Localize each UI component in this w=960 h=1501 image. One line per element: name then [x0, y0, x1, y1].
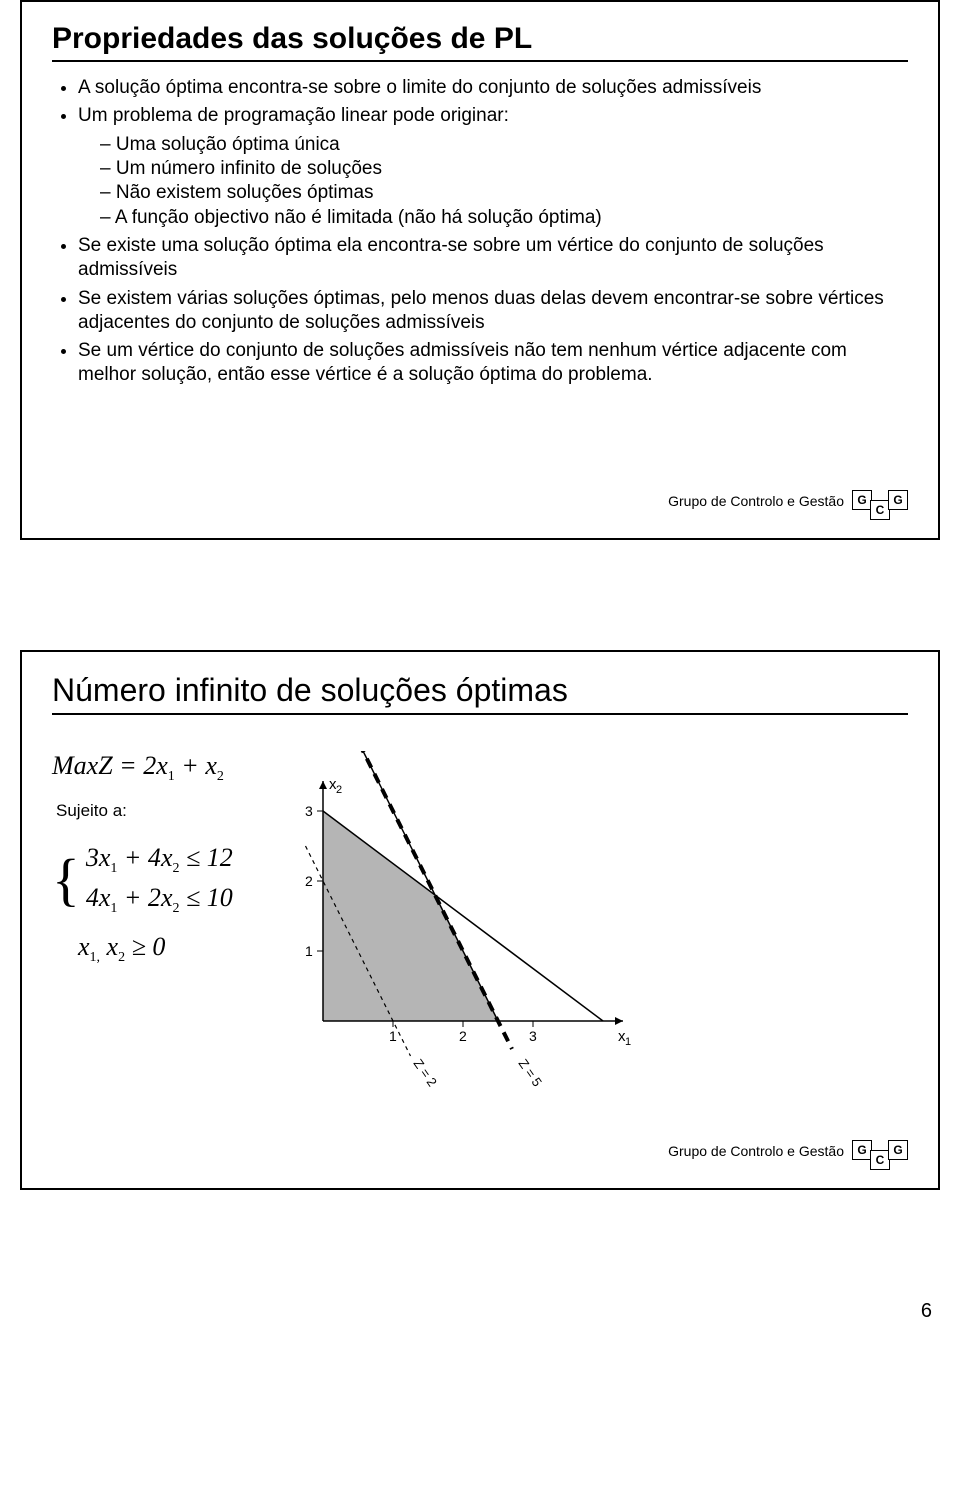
lp-chart: 123 123 x 1 x 2 Z = 2 Z = 5 [273, 751, 653, 1091]
bullet: A solução óptima encontra-se sobre o lim… [78, 76, 908, 100]
slide-propriedades: Propriedades das soluções de PL A soluçã… [20, 0, 940, 540]
sub-bullet: Uma solução óptima única [100, 133, 908, 157]
title-rule [52, 60, 908, 62]
gcg-logo: G C G [852, 1140, 908, 1174]
svg-text:3: 3 [305, 803, 313, 819]
nonneg: x1, x2 ≥ 0 [78, 932, 233, 966]
slide-infinito: Número infinito de soluções óptimas MaxZ… [20, 650, 940, 1190]
gcg-logo: G C G [852, 490, 908, 524]
slide1-bullets: A solução óptima encontra-se sobre o lim… [52, 76, 908, 388]
title-rule [52, 713, 908, 715]
slide1-title: Propriedades das soluções de PL [52, 22, 908, 56]
slide2-title: Número infinito de soluções óptimas [52, 672, 908, 709]
constraint-1: 3x1 + 4x2 ≤ 12 [86, 843, 233, 877]
objective-fn: MaxZ = 2x1 + x2 [52, 751, 233, 785]
svg-text:2: 2 [305, 873, 313, 889]
sub-bullet: A função objectivo não é limitada (não h… [100, 206, 908, 230]
constraint-2: 4x1 + 2x2 ≤ 10 [86, 883, 233, 917]
chart-column: 123 123 x 1 x 2 Z = 2 Z = 5 [273, 751, 908, 1091]
sub-bullet: Não existem soluções óptimas [100, 181, 908, 205]
subject-label: Sujeito a: [56, 801, 233, 821]
svg-text:1: 1 [389, 1028, 397, 1044]
svg-text:1: 1 [625, 1036, 631, 1048]
bullet: Se um vértice do conjunto de soluções ad… [78, 339, 908, 388]
slide2-body: MaxZ = 2x1 + x2 Sujeito a: { 3x1 + 4x2 ≤… [52, 751, 908, 1091]
svg-text:2: 2 [336, 784, 342, 796]
svg-text:3: 3 [529, 1028, 537, 1044]
bullet: Se existe uma solução óptima ela encontr… [78, 234, 908, 283]
svg-text:Z = 2: Z = 2 [410, 1056, 439, 1089]
slide-footer: Grupo de Controlo e Gestão G C G [668, 490, 908, 524]
svg-text:2: 2 [459, 1028, 467, 1044]
svg-text:1: 1 [305, 943, 313, 959]
sub-bullets: Uma solução óptima única Um número infin… [78, 133, 908, 230]
slide-footer: Grupo de Controlo e Gestão G C G [668, 1140, 908, 1174]
footer-text: Grupo de Controlo e Gestão [668, 1140, 844, 1159]
page-number: 6 [20, 1300, 940, 1323]
bullet: Se existem várias soluções óptimas, pelo… [78, 287, 908, 336]
bullet: Um problema de programação linear pode o… [78, 104, 908, 230]
math-column: MaxZ = 2x1 + x2 Sujeito a: { 3x1 + 4x2 ≤… [52, 751, 233, 1091]
constraints: { 3x1 + 4x2 ≤ 12 4x1 + 2x2 ≤ 10 [52, 843, 233, 917]
sub-bullet: Um número infinito de soluções [100, 157, 908, 181]
svg-text:Z = 5: Z = 5 [515, 1056, 544, 1089]
footer-text: Grupo de Controlo e Gestão [668, 490, 844, 509]
